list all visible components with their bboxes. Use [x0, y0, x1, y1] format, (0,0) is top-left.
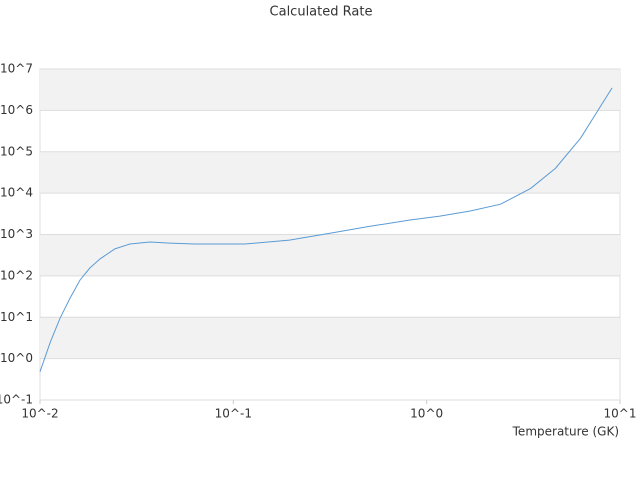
y-tick-label: 10^7	[0, 62, 33, 76]
chart-title: Calculated Rate	[270, 5, 373, 20]
y-tick-label: 10^2	[0, 268, 33, 282]
x-tick-label: 10^0	[410, 407, 443, 421]
y-tick-label: 10^1	[0, 310, 33, 324]
grid-band	[40, 151, 620, 194]
x-tick-label: 10^-2	[21, 407, 58, 421]
grid-band	[40, 317, 620, 359]
y-tick-label: 10^0	[0, 351, 33, 365]
y-tick-label: 10^3	[0, 227, 33, 241]
y-tick-label: 10^5	[0, 144, 33, 158]
y-tick-label: 10^6	[0, 103, 33, 117]
grid-band	[40, 234, 620, 276]
x-tick-label: 10^1	[604, 407, 637, 421]
grid-band	[40, 69, 620, 111]
x-tick-label: 10^-1	[215, 407, 252, 421]
y-tick-label: 10^4	[0, 186, 33, 200]
x-axis-label: Temperature (GK)	[512, 425, 619, 439]
line	[39, 87, 613, 372]
y-tick-label: 10^-1	[0, 393, 33, 407]
